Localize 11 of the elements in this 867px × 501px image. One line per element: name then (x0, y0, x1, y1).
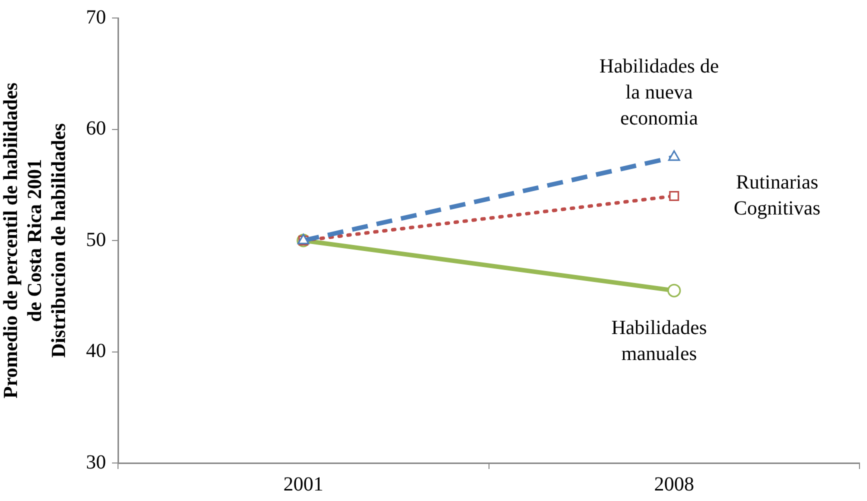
y-tick-label: 50 (86, 228, 106, 251)
series-label: Habilidades manuales (611, 316, 708, 365)
x-tick-label: 2001 (283, 473, 324, 496)
y-tick-label: 60 (86, 118, 106, 140)
y-tick-label: 30 (86, 451, 106, 474)
y-tick-label: 70 (86, 6, 106, 28)
text: Habilidades de la nueva economia (599, 55, 719, 130)
y-axis-title: Promedio de percentil de habilidades de Costa Rica 2001 Distribucion de habilidades (0, 82, 70, 398)
x-tick-label: 2008 (654, 473, 694, 496)
y-tick-label: 40 (86, 340, 106, 362)
text: Rutinarias Cognitivas (734, 171, 821, 220)
